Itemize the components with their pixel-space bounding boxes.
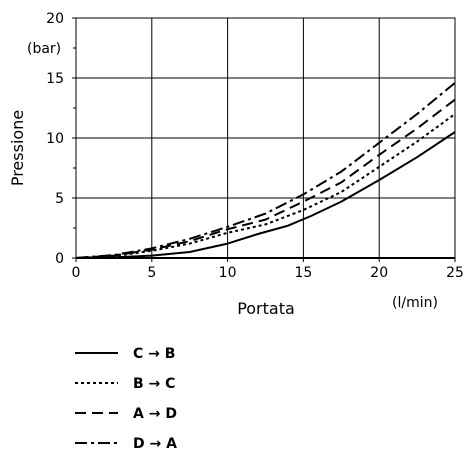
series-line-4 <box>75 82 456 259</box>
series-lines <box>75 82 456 259</box>
x-axis-title: Portata <box>237 299 295 318</box>
x-tick-label: 5 <box>147 265 156 281</box>
x-tick-label: 20 <box>370 265 388 281</box>
legend-label: B → C <box>133 376 175 392</box>
x-tick-label: 15 <box>294 265 312 281</box>
y-tick-label: 5 <box>55 191 64 207</box>
y-tick-label: 20 <box>46 11 64 27</box>
y-tick-label: 10 <box>46 131 64 147</box>
x-tick-label: 25 <box>446 265 464 281</box>
series-line-1 <box>75 131 456 259</box>
y-axis-title: Pressione <box>8 110 27 186</box>
axis-ticks: 0 5 10 15 20 25 0 5 10 15 20 <box>46 11 464 281</box>
grid-lines <box>76 18 455 258</box>
y-unit-label: (bar) <box>27 41 61 57</box>
y-tick-label: 0 <box>55 251 64 267</box>
y-tick-label: 15 <box>46 71 64 87</box>
x-unit-label: (l/min) <box>392 295 438 311</box>
x-tick-label: 10 <box>219 265 237 281</box>
legend-label: C → B <box>133 346 175 362</box>
legend: C → B B → C A → D D → A <box>75 346 177 452</box>
x-tick-label: 0 <box>72 265 81 281</box>
series-line-2 <box>75 113 456 259</box>
legend-label: D → A <box>133 436 177 452</box>
series-line-3 <box>75 98 456 259</box>
legend-label: A → D <box>133 406 177 422</box>
